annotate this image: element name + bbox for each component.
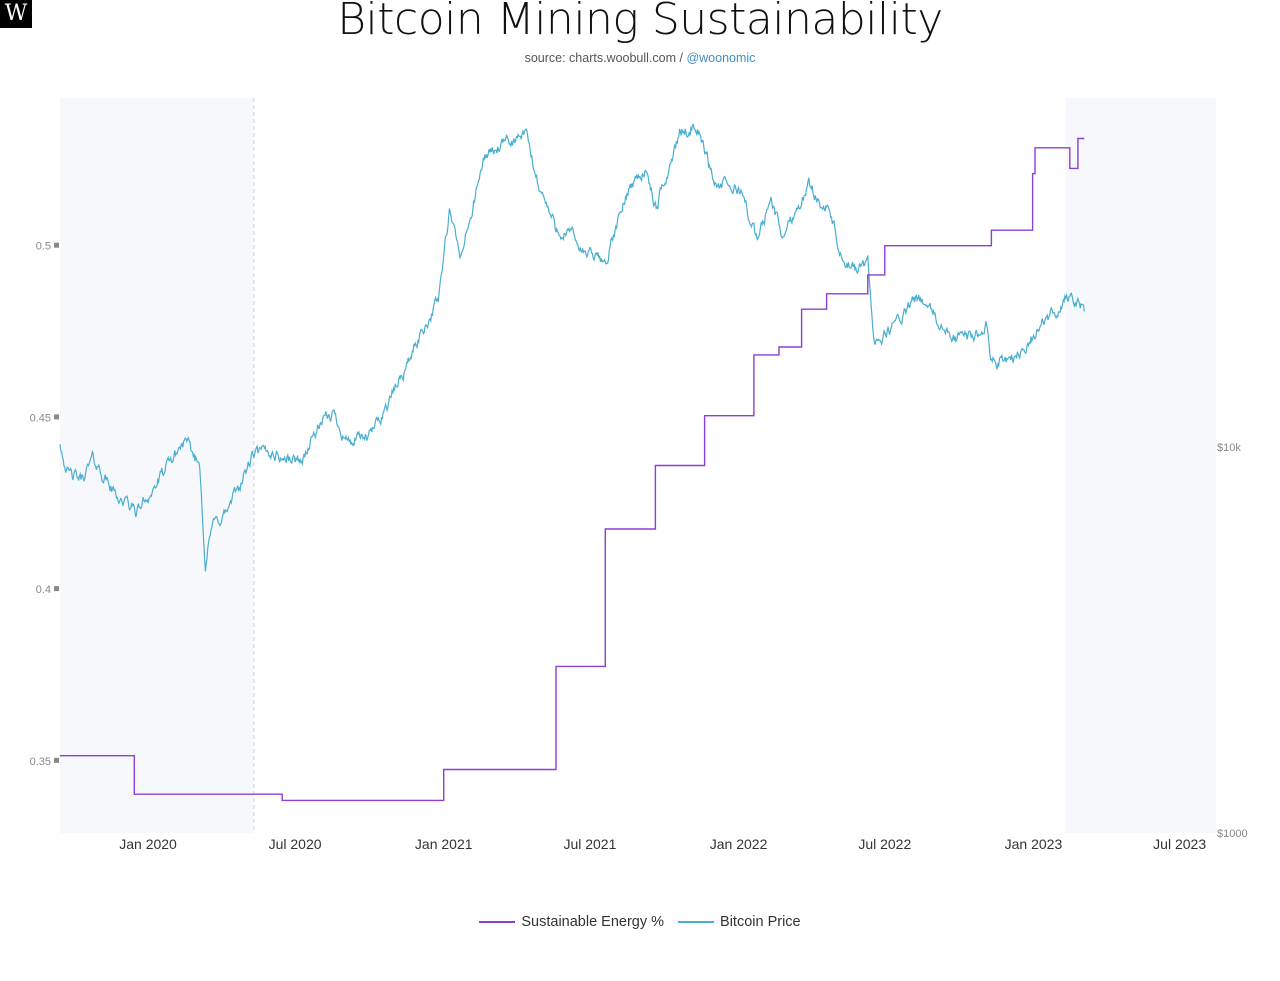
left-tick-label-0: 0.35 — [30, 756, 51, 768]
legend-swatch-bitcoin-price — [678, 921, 715, 923]
source-text: source: charts.woobull.com / — [524, 51, 687, 65]
right-y-axis: $1000 $10k — [1217, 442, 1248, 840]
series-lines — [59, 123, 1085, 802]
x-tick-label-6: Jan 2023 — [1005, 836, 1063, 852]
x-tick-label-4: Jan 2022 — [710, 836, 768, 852]
legend-swatch-sustainable-energy — [479, 921, 516, 923]
x-tick-label-3: Jul 2021 — [563, 836, 616, 852]
x-tick-label-0: Jan 2020 — [119, 836, 177, 852]
x-tick-label-7: Jul 2023 — [1153, 836, 1206, 852]
left-tick-mark-0 — [54, 757, 59, 763]
chart-subtitle: source: charts.woobull.com / @woonomic — [0, 51, 1280, 65]
legend: Sustainable Energy % Bitcoin Price — [0, 914, 1280, 930]
left-tick-label-3: 0.5 — [36, 241, 51, 253]
shaded-regions — [60, 98, 1216, 833]
twitter-handle-link[interactable]: @woonomic — [686, 51, 756, 65]
legend-label-bitcoin-price: Bitcoin Price — [720, 914, 801, 930]
x-tick-label-1: Jul 2020 — [269, 836, 322, 852]
right-tick-label-0: $1000 — [1217, 828, 1248, 840]
left-y-axis: 0.35 0.4 0.45 0.5 — [30, 241, 59, 768]
x-axis: Jan 2020 Jul 2020 Jan 2021 Jul 2021 Jan 2022… — [119, 836, 1206, 852]
left-tick-mark-3 — [54, 242, 59, 248]
chart-title: Bitcoin Mining Sustainability — [337, 0, 943, 45]
shaded-region-1 — [1065, 98, 1216, 833]
legend-item-bitcoin-price[interactable]: Bitcoin Price — [678, 914, 801, 930]
left-tick-label-1: 0.4 — [36, 584, 51, 596]
series-line-bitcoin-price[interactable] — [59, 123, 1085, 572]
left-tick-label-2: 0.45 — [30, 412, 51, 424]
left-tick-mark-2 — [54, 414, 59, 420]
x-tick-label-5: Jul 2022 — [858, 836, 911, 852]
right-tick-label-1: $10k — [1217, 442, 1241, 454]
left-tick-mark-1 — [54, 586, 59, 592]
series-line-sustainable-energy[interactable] — [60, 137, 1085, 802]
shaded-region-0 — [60, 98, 254, 833]
legend-item-sustainable-energy[interactable]: Sustainable Energy % — [479, 914, 664, 930]
woobull-logo[interactable]: W — [0, 0, 32, 28]
legend-label-sustainable-energy: Sustainable Energy % — [521, 914, 665, 930]
x-tick-label-2: Jan 2021 — [415, 836, 473, 852]
